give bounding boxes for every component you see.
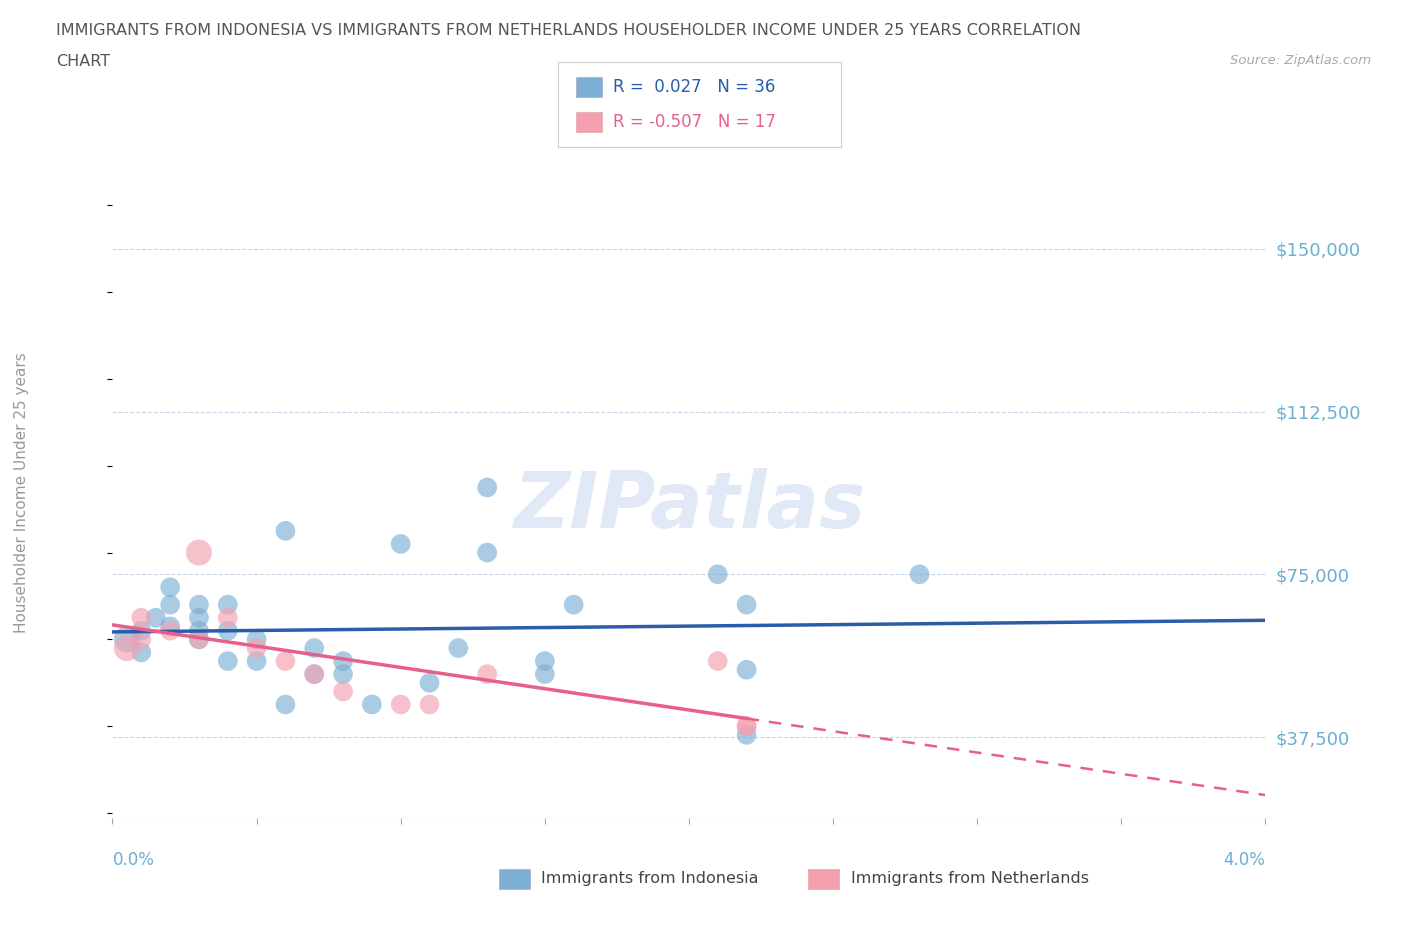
Point [129, 632, 153, 647]
Point [707, 654, 730, 669]
Point [332, 654, 354, 669]
FancyBboxPatch shape [499, 869, 530, 889]
Text: IMMIGRANTS FROM INDONESIA VS IMMIGRANTS FROM NETHERLANDS HOUSEHOLDER INCOME UNDE: IMMIGRANTS FROM INDONESIA VS IMMIGRANTS … [56, 23, 1081, 38]
Point [735, 719, 758, 734]
Point [188, 623, 211, 638]
Point [274, 524, 297, 538]
Point [188, 610, 211, 625]
Point [908, 567, 931, 582]
Point [188, 632, 211, 647]
Point [332, 684, 354, 699]
Point [159, 619, 181, 634]
Point [735, 662, 758, 677]
Point [735, 727, 758, 742]
Point [274, 654, 297, 669]
Point [735, 597, 758, 612]
Text: 0.0%: 0.0% [112, 851, 155, 869]
FancyBboxPatch shape [576, 112, 602, 132]
Point [419, 675, 441, 690]
Point [389, 698, 412, 712]
Point [188, 632, 211, 647]
FancyBboxPatch shape [558, 62, 841, 147]
Point [475, 545, 498, 560]
Point [188, 597, 211, 612]
Point [217, 623, 239, 638]
Point [145, 610, 167, 625]
Point [245, 632, 267, 647]
FancyBboxPatch shape [808, 869, 839, 889]
Point [129, 645, 153, 660]
Point [245, 641, 267, 656]
Point [274, 698, 297, 712]
Point [217, 610, 239, 625]
Point [159, 597, 181, 612]
Text: 4.0%: 4.0% [1223, 851, 1265, 869]
Point [735, 719, 758, 734]
Point [389, 537, 412, 551]
FancyBboxPatch shape [576, 77, 602, 98]
Point [475, 480, 498, 495]
Point [419, 698, 441, 712]
Point [159, 580, 181, 595]
Text: R = -0.507   N = 17: R = -0.507 N = 17 [613, 113, 776, 131]
Text: Immigrants from Netherlands: Immigrants from Netherlands [851, 871, 1088, 886]
Text: Immigrants from Indonesia: Immigrants from Indonesia [541, 871, 759, 886]
Point [304, 667, 326, 682]
Text: ZIPatlas: ZIPatlas [513, 468, 865, 544]
Point [129, 623, 153, 638]
Point [217, 597, 239, 612]
Point [245, 654, 267, 669]
Text: Source: ZipAtlas.com: Source: ZipAtlas.com [1230, 54, 1371, 67]
Point [304, 641, 326, 656]
Text: Householder Income Under 25 years: Householder Income Under 25 years [14, 352, 28, 633]
Point [217, 654, 239, 669]
Point [129, 610, 153, 625]
Point [533, 654, 555, 669]
Point [475, 667, 498, 682]
Point [332, 667, 354, 682]
Point [304, 667, 326, 682]
Point [188, 545, 211, 560]
Point [115, 641, 138, 656]
Text: CHART: CHART [56, 54, 110, 69]
Point [447, 641, 470, 656]
Point [562, 597, 585, 612]
Text: R =  0.027   N = 36: R = 0.027 N = 36 [613, 78, 775, 96]
Point [115, 632, 138, 647]
Point [159, 623, 181, 638]
Point [360, 698, 382, 712]
Point [533, 667, 555, 682]
Point [707, 567, 730, 582]
